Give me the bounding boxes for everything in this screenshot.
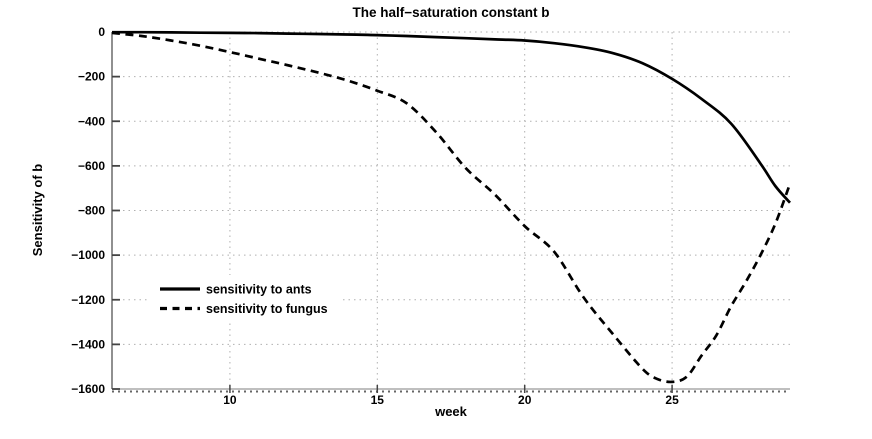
y-tick-label: −200 <box>78 70 105 84</box>
y-tick-label: −1400 <box>71 337 105 351</box>
y-tick-label: 0 <box>98 25 105 39</box>
y-tick-label: −800 <box>78 204 105 218</box>
curve-sensitivity-to-fungus <box>111 31 792 384</box>
x-tick-label: 25 <box>665 393 679 407</box>
y-tick-label: −400 <box>78 114 105 128</box>
grid-layer <box>112 31 790 390</box>
legend-background <box>150 275 343 321</box>
y-tick-label: −1200 <box>71 293 105 307</box>
x-tick-label: 20 <box>518 393 532 407</box>
legend: sensitivity to ants sensitivity to fungu… <box>150 275 343 321</box>
y-tick-label: −1600 <box>71 382 105 396</box>
curve-sensitivity-to-ants <box>112 30 792 204</box>
tick-label-layer: 0 −200 −400 −600 −800 −1000 −1200 −1400 −1600 10 1… <box>71 25 679 407</box>
x-axis-label: week <box>434 404 468 419</box>
y-tick-label: −600 <box>78 159 105 173</box>
y-axis-label: Sensitivity of b <box>30 164 45 257</box>
axis-layer <box>111 31 790 393</box>
x-tick-label: 15 <box>371 393 385 407</box>
legend-label-ants: sensitivity to ants <box>206 283 312 297</box>
y-tick-label: −1000 <box>71 248 105 262</box>
x-tick-label: 10 <box>223 393 237 407</box>
legend-label-fungus: sensitivity to fungus <box>206 302 328 316</box>
chart-title: The half−saturation constant b <box>353 5 550 20</box>
curve-layer <box>111 30 792 384</box>
